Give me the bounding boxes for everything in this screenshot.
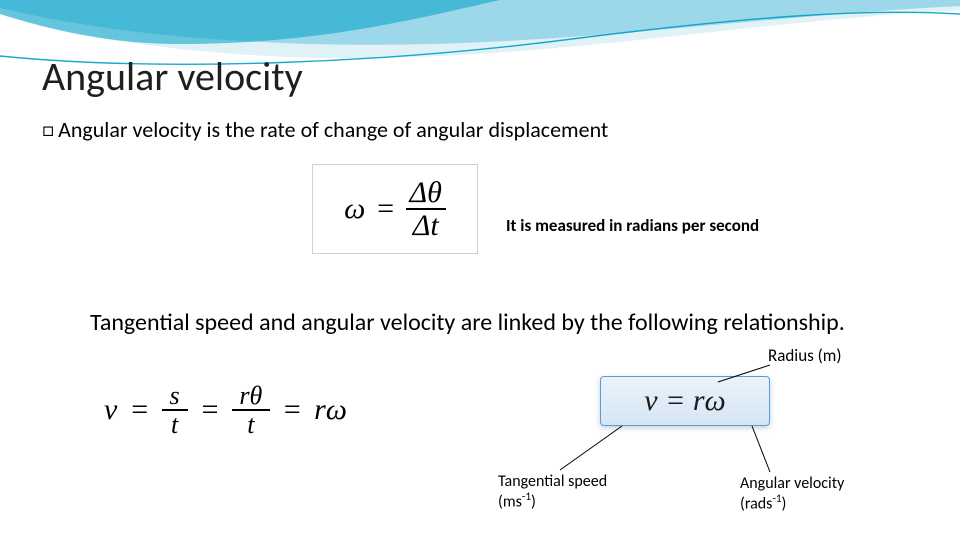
definition-line: □Angular velocity is the rate of change … (42, 116, 608, 143)
formula-omega: ω = Δθ Δt (312, 164, 478, 254)
formula-vrw-box: v = rω (600, 376, 770, 426)
angular-velocity-label: Angular velocity (rads-1) (740, 474, 844, 514)
relation-text: Tangential speed and angular velocity ar… (90, 308, 900, 338)
f2-eq1: = (129, 395, 149, 425)
tangential-speed-label: Tangential speed (ms-1) (498, 472, 607, 512)
formula1-num: Δθ (406, 177, 446, 209)
f2-v: v (104, 395, 117, 425)
f2-den2: t (243, 411, 258, 438)
f2-den1: t (167, 411, 182, 438)
bullet-icon: □ (42, 118, 54, 142)
f2-eq3: = (282, 395, 302, 425)
measured-note: It is measured in radians per second (506, 215, 759, 236)
formula1-den: Δt (409, 210, 443, 242)
slide-title: Angular velocity (42, 52, 303, 101)
formula1-eq: = (375, 192, 395, 226)
radius-label: Radius (m) (768, 345, 842, 366)
f2-num1: s (166, 382, 184, 409)
f2-rhs: rω (314, 393, 347, 426)
formula1-lhs: ω (344, 192, 365, 226)
definition-text: Angular velocity is the rate of change o… (58, 116, 608, 143)
f2-num2: rθ (235, 382, 266, 409)
formula-derivation: v = s t = rθ t = rω (104, 382, 347, 439)
formula-vrw: v = rω (644, 384, 725, 418)
f2-eq2: = (200, 395, 220, 425)
